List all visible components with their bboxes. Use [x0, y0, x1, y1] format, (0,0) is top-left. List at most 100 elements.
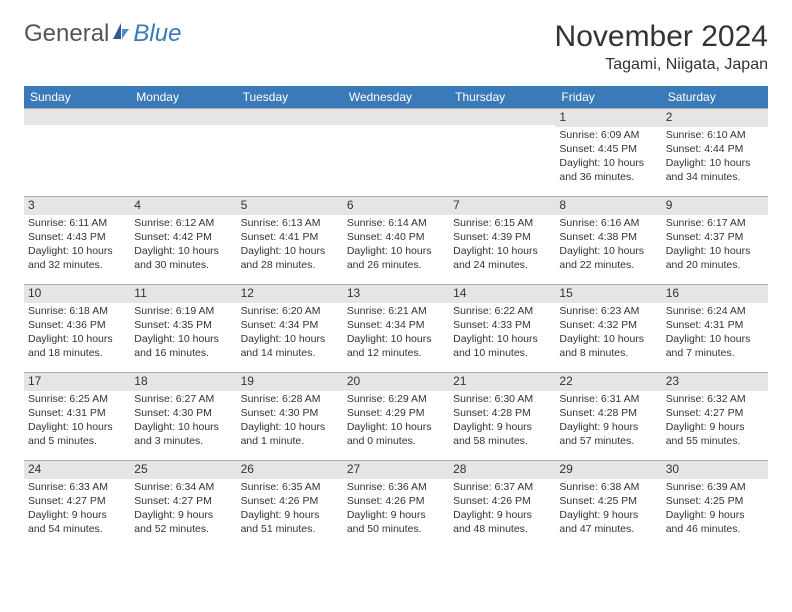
daylight-text: Daylight: 10 hours and 36 minutes.	[559, 156, 657, 184]
sunrise-text: Sunrise: 6:22 AM	[453, 304, 551, 318]
sunset-text: Sunset: 4:31 PM	[28, 406, 126, 420]
sunset-text: Sunset: 4:32 PM	[559, 318, 657, 332]
date-number: 23	[662, 372, 768, 391]
weekday-header: Friday	[555, 86, 661, 108]
calendar-cell	[343, 108, 449, 196]
day-info: Sunrise: 6:27 AMSunset: 4:30 PMDaylight:…	[130, 391, 236, 451]
date-number: 6	[343, 196, 449, 215]
date-number: 26	[237, 460, 343, 479]
date-number: 30	[662, 460, 768, 479]
weekday-header: Tuesday	[237, 86, 343, 108]
sunrise-text: Sunrise: 6:10 AM	[666, 128, 764, 142]
date-number: 22	[555, 372, 661, 391]
day-info: Sunrise: 6:30 AMSunset: 4:28 PMDaylight:…	[449, 391, 555, 451]
sunrise-text: Sunrise: 6:36 AM	[347, 480, 445, 494]
sunset-text: Sunset: 4:30 PM	[241, 406, 339, 420]
sunset-text: Sunset: 4:27 PM	[28, 494, 126, 508]
day-info: Sunrise: 6:09 AMSunset: 4:45 PMDaylight:…	[555, 127, 661, 187]
sunrise-text: Sunrise: 6:14 AM	[347, 216, 445, 230]
sunset-text: Sunset: 4:25 PM	[666, 494, 764, 508]
daylight-text: Daylight: 10 hours and 14 minutes.	[241, 332, 339, 360]
day-info: Sunrise: 6:12 AMSunset: 4:42 PMDaylight:…	[130, 215, 236, 275]
sunset-text: Sunset: 4:44 PM	[666, 142, 764, 156]
sunset-text: Sunset: 4:37 PM	[666, 230, 764, 244]
calendar-cell: 22Sunrise: 6:31 AMSunset: 4:28 PMDayligh…	[555, 372, 661, 460]
sunset-text: Sunset: 4:31 PM	[666, 318, 764, 332]
weekday-header: Monday	[130, 86, 236, 108]
calendar-cell: 7Sunrise: 6:15 AMSunset: 4:39 PMDaylight…	[449, 196, 555, 284]
daylight-text: Daylight: 10 hours and 34 minutes.	[666, 156, 764, 184]
sunrise-text: Sunrise: 6:28 AM	[241, 392, 339, 406]
daylight-text: Daylight: 10 hours and 3 minutes.	[134, 420, 232, 448]
sunset-text: Sunset: 4:29 PM	[347, 406, 445, 420]
calendar-cell: 12Sunrise: 6:20 AMSunset: 4:34 PMDayligh…	[237, 284, 343, 372]
daylight-text: Daylight: 9 hours and 48 minutes.	[453, 508, 551, 536]
date-number: 17	[24, 372, 130, 391]
sunrise-text: Sunrise: 6:32 AM	[666, 392, 764, 406]
date-number: 8	[555, 196, 661, 215]
daylight-text: Daylight: 9 hours and 55 minutes.	[666, 420, 764, 448]
empty-date-strip	[130, 108, 236, 125]
date-number: 27	[343, 460, 449, 479]
sunset-text: Sunset: 4:26 PM	[241, 494, 339, 508]
day-info: Sunrise: 6:19 AMSunset: 4:35 PMDaylight:…	[130, 303, 236, 363]
calendar-cell: 25Sunrise: 6:34 AMSunset: 4:27 PMDayligh…	[130, 460, 236, 548]
calendar-cell: 4Sunrise: 6:12 AMSunset: 4:42 PMDaylight…	[130, 196, 236, 284]
day-info: Sunrise: 6:18 AMSunset: 4:36 PMDaylight:…	[24, 303, 130, 363]
day-info: Sunrise: 6:39 AMSunset: 4:25 PMDaylight:…	[662, 479, 768, 539]
date-number: 3	[24, 196, 130, 215]
daylight-text: Daylight: 9 hours and 57 minutes.	[559, 420, 657, 448]
daylight-text: Daylight: 9 hours and 54 minutes.	[28, 508, 126, 536]
calendar-week-row: 10Sunrise: 6:18 AMSunset: 4:36 PMDayligh…	[24, 284, 768, 372]
sunset-text: Sunset: 4:34 PM	[347, 318, 445, 332]
title-block: November 2024 Tagami, Niigata, Japan	[555, 20, 768, 74]
day-info: Sunrise: 6:34 AMSunset: 4:27 PMDaylight:…	[130, 479, 236, 539]
empty-date-strip	[237, 108, 343, 125]
calendar-cell: 16Sunrise: 6:24 AMSunset: 4:31 PMDayligh…	[662, 284, 768, 372]
day-info: Sunrise: 6:38 AMSunset: 4:25 PMDaylight:…	[555, 479, 661, 539]
sunrise-text: Sunrise: 6:16 AM	[559, 216, 657, 230]
daylight-text: Daylight: 9 hours and 50 minutes.	[347, 508, 445, 536]
sunset-text: Sunset: 4:34 PM	[241, 318, 339, 332]
calendar-cell: 24Sunrise: 6:33 AMSunset: 4:27 PMDayligh…	[24, 460, 130, 548]
calendar-cell: 27Sunrise: 6:36 AMSunset: 4:26 PMDayligh…	[343, 460, 449, 548]
header: General Blue November 2024 Tagami, Niiga…	[24, 20, 768, 74]
empty-date-strip	[449, 108, 555, 125]
calendar-cell: 3Sunrise: 6:11 AMSunset: 4:43 PMDaylight…	[24, 196, 130, 284]
daylight-text: Daylight: 10 hours and 22 minutes.	[559, 244, 657, 272]
sunrise-text: Sunrise: 6:31 AM	[559, 392, 657, 406]
sunrise-text: Sunrise: 6:19 AM	[134, 304, 232, 318]
sunrise-text: Sunrise: 6:17 AM	[666, 216, 764, 230]
daylight-text: Daylight: 9 hours and 58 minutes.	[453, 420, 551, 448]
calendar-cell: 21Sunrise: 6:30 AMSunset: 4:28 PMDayligh…	[449, 372, 555, 460]
empty-date-strip	[343, 108, 449, 125]
calendar-cell: 30Sunrise: 6:39 AMSunset: 4:25 PMDayligh…	[662, 460, 768, 548]
sunrise-text: Sunrise: 6:30 AM	[453, 392, 551, 406]
calendar-cell: 26Sunrise: 6:35 AMSunset: 4:26 PMDayligh…	[237, 460, 343, 548]
logo-text-general: General	[24, 20, 109, 48]
date-number: 15	[555, 284, 661, 303]
weekday-header: Sunday	[24, 86, 130, 108]
day-info: Sunrise: 6:11 AMSunset: 4:43 PMDaylight:…	[24, 215, 130, 275]
day-info: Sunrise: 6:32 AMSunset: 4:27 PMDaylight:…	[662, 391, 768, 451]
sunset-text: Sunset: 4:38 PM	[559, 230, 657, 244]
date-number: 4	[130, 196, 236, 215]
weekday-row: Sunday Monday Tuesday Wednesday Thursday…	[24, 86, 768, 108]
calendar-cell: 1Sunrise: 6:09 AMSunset: 4:45 PMDaylight…	[555, 108, 661, 196]
day-info: Sunrise: 6:33 AMSunset: 4:27 PMDaylight:…	[24, 479, 130, 539]
daylight-text: Daylight: 10 hours and 20 minutes.	[666, 244, 764, 272]
day-info: Sunrise: 6:35 AMSunset: 4:26 PMDaylight:…	[237, 479, 343, 539]
day-info: Sunrise: 6:21 AMSunset: 4:34 PMDaylight:…	[343, 303, 449, 363]
sunset-text: Sunset: 4:30 PM	[134, 406, 232, 420]
day-info: Sunrise: 6:14 AMSunset: 4:40 PMDaylight:…	[343, 215, 449, 275]
calendar-cell: 9Sunrise: 6:17 AMSunset: 4:37 PMDaylight…	[662, 196, 768, 284]
day-info: Sunrise: 6:25 AMSunset: 4:31 PMDaylight:…	[24, 391, 130, 451]
daylight-text: Daylight: 9 hours and 51 minutes.	[241, 508, 339, 536]
weekday-header: Wednesday	[343, 86, 449, 108]
date-number: 20	[343, 372, 449, 391]
sunrise-text: Sunrise: 6:24 AM	[666, 304, 764, 318]
sunset-text: Sunset: 4:42 PM	[134, 230, 232, 244]
daylight-text: Daylight: 10 hours and 18 minutes.	[28, 332, 126, 360]
calendar-cell: 8Sunrise: 6:16 AMSunset: 4:38 PMDaylight…	[555, 196, 661, 284]
calendar-cell	[24, 108, 130, 196]
